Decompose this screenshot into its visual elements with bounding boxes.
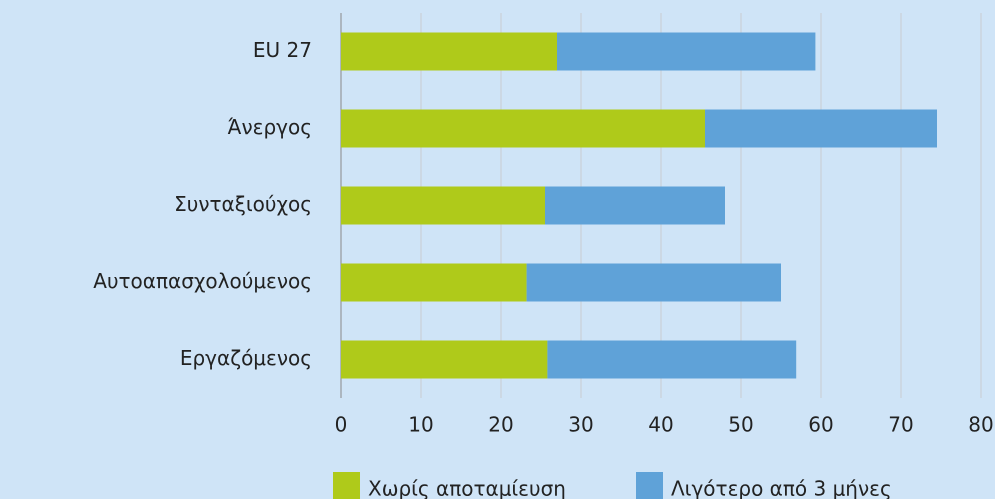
y-tick-label: Αυτοαπασχολούμενος (93, 269, 312, 293)
legend-label: Λιγότερο από 3 μήνες (671, 477, 892, 499)
x-tick-label: 70 (888, 413, 913, 437)
bar (526, 263, 781, 302)
bar (545, 186, 725, 225)
x-tick-label: 30 (568, 413, 593, 437)
x-tick-label: 40 (648, 413, 673, 437)
x-tick-label: 50 (728, 413, 753, 437)
x-tick-label: 80 (968, 413, 993, 437)
x-tick-label: 20 (488, 413, 513, 437)
y-tick-label: Άνεργος (228, 115, 312, 139)
bar (341, 186, 545, 225)
bar (557, 32, 816, 71)
bar (705, 109, 937, 148)
bar (341, 109, 705, 148)
bar (341, 32, 557, 71)
y-tick-label: Συνταξιούχος (174, 192, 312, 216)
y-tick-label: Εργαζόμενος (180, 346, 312, 370)
legend-swatch (636, 472, 663, 499)
bar (547, 340, 797, 379)
y-tick-label: EU 27 (253, 38, 312, 62)
legend-label: Χωρίς αποταμίευση (368, 477, 566, 499)
x-tick-label: 0 (335, 413, 348, 437)
bar (341, 340, 548, 379)
bar (341, 263, 527, 302)
legend-swatch (333, 472, 360, 499)
x-tick-label: 60 (808, 413, 833, 437)
x-tick-label: 10 (408, 413, 433, 437)
